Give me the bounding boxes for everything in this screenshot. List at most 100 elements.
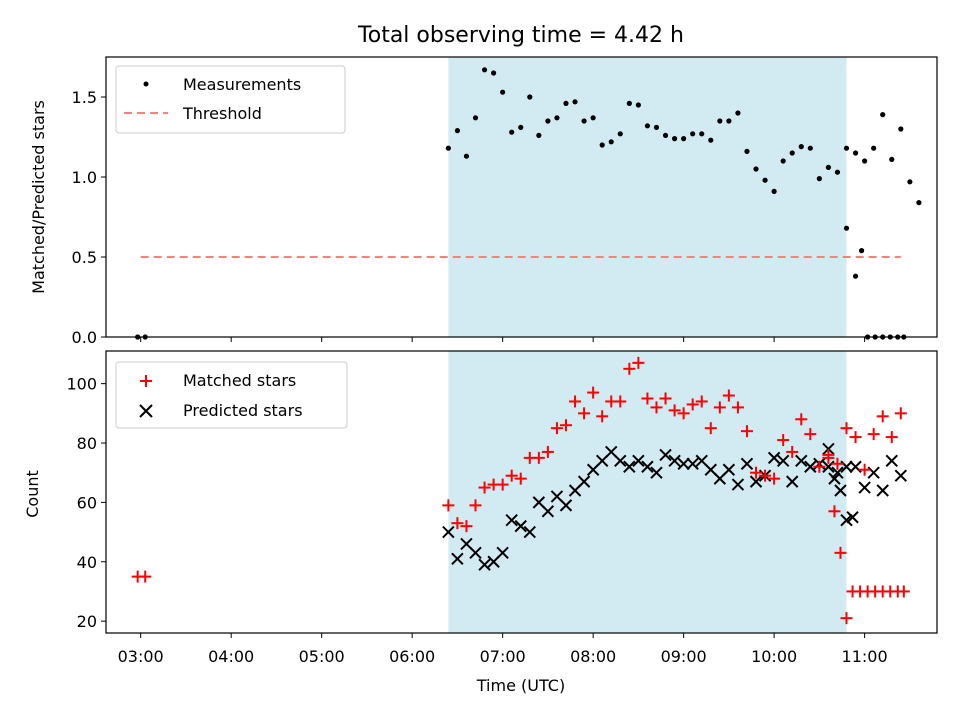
matched-star-point bbox=[442, 499, 455, 512]
measurement-point bbox=[852, 150, 859, 156]
measurement-points bbox=[135, 67, 922, 340]
xtick-label: 03:00 bbox=[118, 647, 164, 666]
measurement-point bbox=[581, 118, 587, 124]
measurement-point bbox=[907, 179, 913, 185]
measurement-point bbox=[490, 70, 497, 76]
matched-star-point bbox=[532, 451, 545, 464]
top-y-ticks: 0.0 0.5 1.0 1.5 bbox=[72, 88, 106, 347]
bottom-panel: 20 40 60 80 100 03:00 04:00 05:00 06:00 07:00 08:… bbox=[23, 350, 938, 695]
predicted-star-point bbox=[451, 552, 464, 565]
measurement-point bbox=[590, 115, 596, 121]
measurement-point bbox=[671, 136, 678, 142]
matched-star-point bbox=[632, 356, 645, 369]
legend-matched-marker bbox=[140, 375, 152, 387]
predicted-star-point bbox=[650, 466, 663, 479]
predicted-star-point bbox=[668, 454, 681, 468]
predicted-star-point bbox=[828, 472, 841, 485]
measurement-point bbox=[807, 145, 813, 151]
measurement-point bbox=[472, 115, 479, 121]
measurement-point bbox=[708, 137, 714, 143]
matched-star-point bbox=[876, 410, 889, 423]
legend-measurements-marker bbox=[143, 81, 149, 87]
matched-star-point bbox=[885, 431, 898, 444]
measurement-point bbox=[717, 118, 723, 124]
bottom-ytick-label: 20 bbox=[77, 612, 97, 631]
matched-star-point bbox=[578, 407, 591, 420]
predicted-star-point bbox=[767, 451, 781, 465]
measurement-point bbox=[563, 100, 569, 106]
matched-star-point bbox=[804, 428, 817, 441]
predicted-star-point bbox=[858, 481, 871, 494]
predicted-star-point bbox=[894, 469, 908, 482]
matched-star-point bbox=[650, 401, 663, 414]
predicted-star-point bbox=[559, 499, 573, 512]
measurement-point bbox=[527, 94, 533, 100]
measurement-point bbox=[834, 169, 841, 175]
matched-star-point bbox=[451, 517, 464, 530]
matched-star-point bbox=[668, 404, 681, 417]
measurement-point bbox=[825, 164, 832, 170]
measurement-point bbox=[852, 273, 859, 279]
predicted-star-point bbox=[623, 460, 636, 473]
matched-star-point bbox=[614, 395, 627, 408]
top-axes-frame bbox=[105, 56, 938, 338]
matched-star-point bbox=[139, 570, 152, 583]
matched-star-point bbox=[894, 407, 907, 420]
measurement-point bbox=[608, 139, 614, 145]
measurement-point bbox=[735, 110, 741, 116]
matched-star-point bbox=[828, 505, 841, 518]
measurement-point bbox=[753, 166, 759, 172]
predicted-star-point bbox=[749, 475, 763, 488]
measurement-point bbox=[780, 158, 786, 164]
predicted-star-point bbox=[442, 525, 455, 539]
measurement-point bbox=[617, 131, 623, 137]
bottom-ytick-label: 80 bbox=[77, 434, 97, 453]
measurement-point bbox=[454, 128, 461, 134]
count-points bbox=[131, 356, 910, 625]
bottom-legend: Matched stars Predicted stars bbox=[115, 361, 348, 429]
measurement-point bbox=[843, 145, 850, 151]
top-ytick-label: 0.0 bbox=[72, 328, 97, 347]
matched-star-point bbox=[858, 463, 871, 476]
measurement-point bbox=[509, 129, 515, 135]
predicted-star-point bbox=[677, 457, 690, 471]
predicted-star-point bbox=[686, 457, 699, 471]
measurement-point bbox=[771, 188, 777, 194]
matched-star-point bbox=[849, 431, 862, 444]
measurement-point bbox=[862, 158, 868, 164]
matched-star-point bbox=[677, 407, 690, 420]
matched-star-point bbox=[550, 422, 563, 435]
bottom-x-ticks: 03:00 04:00 05:00 06:00 07:00 08:00 09:00 10:00… bbox=[118, 633, 888, 666]
matched-star-point bbox=[505, 469, 518, 482]
measurement-point bbox=[690, 131, 696, 137]
xtick-label: 10:00 bbox=[751, 647, 797, 666]
matched-star-point bbox=[496, 478, 509, 491]
xtick-label: 11:00 bbox=[842, 647, 888, 666]
predicted-star-point bbox=[632, 454, 645, 468]
measurement-point bbox=[858, 248, 865, 254]
matched-star-point bbox=[623, 362, 636, 375]
chart-title: Total observing time = 4.42 h bbox=[357, 23, 684, 48]
predicted-star-point bbox=[831, 466, 844, 479]
measurement-point bbox=[871, 145, 877, 151]
bottom-legend-box bbox=[115, 361, 348, 429]
matched-star-point bbox=[460, 520, 473, 533]
measurement-point bbox=[699, 131, 705, 137]
matched-star-point bbox=[786, 445, 799, 458]
measurement-point bbox=[644, 123, 651, 129]
predicted-star-point bbox=[804, 460, 817, 473]
predicted-star-point bbox=[614, 454, 627, 468]
measurement-point bbox=[572, 99, 578, 105]
matched-star-point bbox=[695, 395, 708, 408]
predicted-star-point bbox=[496, 546, 509, 560]
predicted-star-point bbox=[786, 475, 799, 488]
measurement-point bbox=[653, 124, 660, 130]
measurement-point bbox=[744, 148, 750, 154]
matched-star-point bbox=[541, 445, 554, 458]
predicted-star-point bbox=[577, 475, 591, 488]
matched-star-point bbox=[750, 466, 763, 479]
matched-star-point bbox=[822, 448, 835, 461]
measurement-point bbox=[798, 144, 804, 150]
bottom-ytick-label: 60 bbox=[77, 493, 97, 512]
